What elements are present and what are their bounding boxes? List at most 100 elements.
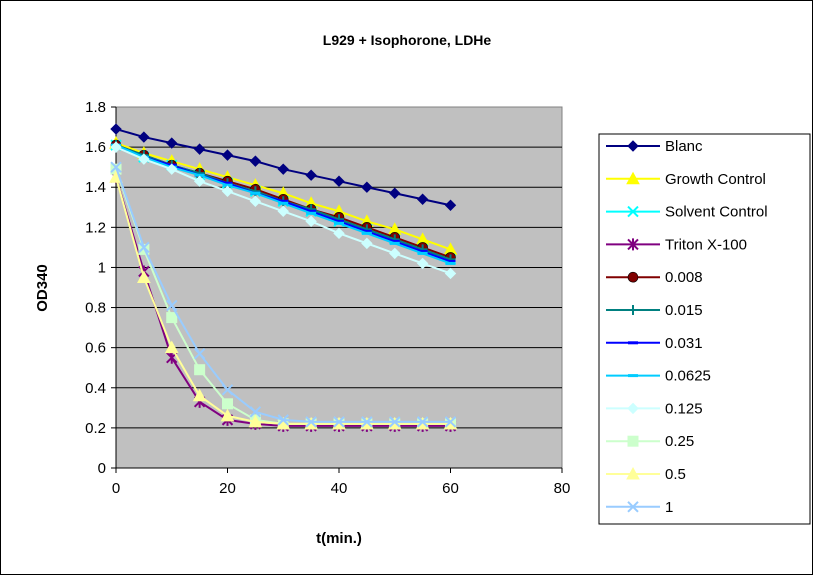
legend-marker <box>628 305 638 315</box>
legend-item: 0.0625 <box>606 368 711 385</box>
data-point <box>389 187 401 199</box>
data-point <box>110 141 122 153</box>
data-point <box>361 237 373 250</box>
legend-marker <box>627 238 639 251</box>
data-point <box>249 195 262 207</box>
data-point <box>278 199 289 203</box>
data-point <box>389 239 400 243</box>
data-point <box>389 247 401 260</box>
plot-area <box>115 106 563 469</box>
y-tick-label: 0 <box>98 460 106 477</box>
y-tick-label: 1.6 <box>85 139 106 156</box>
legend-label: 0.015 <box>665 302 703 319</box>
data-point <box>389 416 401 428</box>
data-point <box>444 267 457 280</box>
x-axis-title: t(min.) <box>316 530 362 547</box>
data-point <box>278 201 289 205</box>
series-10 <box>109 170 458 430</box>
data-point <box>110 161 122 173</box>
legend-item: 0.25 <box>606 433 694 450</box>
y-tick-label: 1.8 <box>85 99 106 116</box>
data-point <box>333 175 345 187</box>
data-point <box>361 231 372 235</box>
x-tick-label: 0 <box>112 480 120 497</box>
data-point <box>222 183 233 187</box>
data-point <box>361 229 372 233</box>
data-point <box>334 221 344 225</box>
data-point <box>277 414 289 426</box>
legend-marker <box>627 402 639 415</box>
y-tick-label: 0.4 <box>85 380 106 397</box>
legend-item: 0.125 <box>606 400 703 417</box>
legend-marker <box>627 140 639 152</box>
y-tick-label: 1.2 <box>85 219 106 236</box>
data-point <box>222 398 233 410</box>
data-point <box>444 416 457 428</box>
y-tick-label: 1 <box>98 259 106 276</box>
data-point <box>277 163 289 175</box>
series-0 <box>110 123 457 211</box>
data-point <box>193 143 206 155</box>
legend-item: 0.031 <box>606 335 703 352</box>
legend-label: 0.5 <box>665 466 686 483</box>
legend-item: Growth Control <box>606 171 766 188</box>
series-8 <box>110 141 457 280</box>
y-tick-label: 0.8 <box>85 300 106 317</box>
legend-label: Solvent Control <box>665 204 768 221</box>
data-point <box>166 299 178 312</box>
data-point <box>334 219 344 223</box>
legend-item: Blanc <box>606 138 703 155</box>
series-layer <box>109 123 458 432</box>
data-point <box>333 416 345 428</box>
legend-marker <box>628 341 638 345</box>
legend-label: Triton X-100 <box>665 236 747 253</box>
data-point <box>164 340 179 354</box>
data-point <box>138 241 150 254</box>
x-tick-label: 40 <box>331 480 348 497</box>
data-point <box>221 185 234 197</box>
y-tick-label: 0.2 <box>85 420 106 437</box>
data-point <box>194 364 206 376</box>
legend-marker <box>626 171 640 185</box>
data-point <box>249 155 262 167</box>
data-point <box>249 406 262 418</box>
data-point <box>250 191 261 195</box>
y-axis-ticks: 0 0.2 0.4 0.6 0.8 1 1.2 1.4 1.6 1.8 <box>85 99 116 477</box>
legend-marker <box>627 205 639 218</box>
chart-title: L929 + Isophorone, LDHe <box>323 32 492 48</box>
data-point <box>444 199 457 211</box>
legend-marker <box>628 374 638 378</box>
legend-label: 0.031 <box>665 335 703 352</box>
data-point <box>221 149 234 161</box>
data-point <box>305 416 317 428</box>
data-point <box>248 414 263 428</box>
data-point <box>194 173 205 177</box>
legend-item: 0.008 <box>606 269 703 286</box>
x-tick-label: 20 <box>219 480 236 497</box>
legend-item: Solvent Control <box>606 204 768 221</box>
data-point <box>416 257 429 270</box>
data-point <box>166 312 178 324</box>
data-point <box>138 131 150 143</box>
legend-item: 0.5 <box>606 466 686 483</box>
data-point <box>192 388 207 402</box>
legend-item: 1 <box>606 499 673 516</box>
legend-label: Growth Control <box>665 171 766 188</box>
data-point <box>445 259 456 263</box>
data-point <box>137 270 151 283</box>
data-point <box>305 215 317 228</box>
legend-label: 0.008 <box>665 269 703 286</box>
legend-label: 0.125 <box>665 400 703 417</box>
data-point <box>193 175 206 187</box>
data-point <box>110 123 122 135</box>
x-axis-ticks: 0 20 40 60 80 <box>112 107 570 497</box>
legend <box>598 133 811 525</box>
series-11 <box>110 161 457 428</box>
legend-marker <box>627 435 639 447</box>
y-axis-title: OD340 <box>34 264 51 312</box>
data-point <box>361 416 373 428</box>
data-point <box>166 163 178 175</box>
y-tick-label: 0.6 <box>85 340 106 357</box>
data-point <box>445 261 456 265</box>
legend-marker <box>627 271 639 283</box>
